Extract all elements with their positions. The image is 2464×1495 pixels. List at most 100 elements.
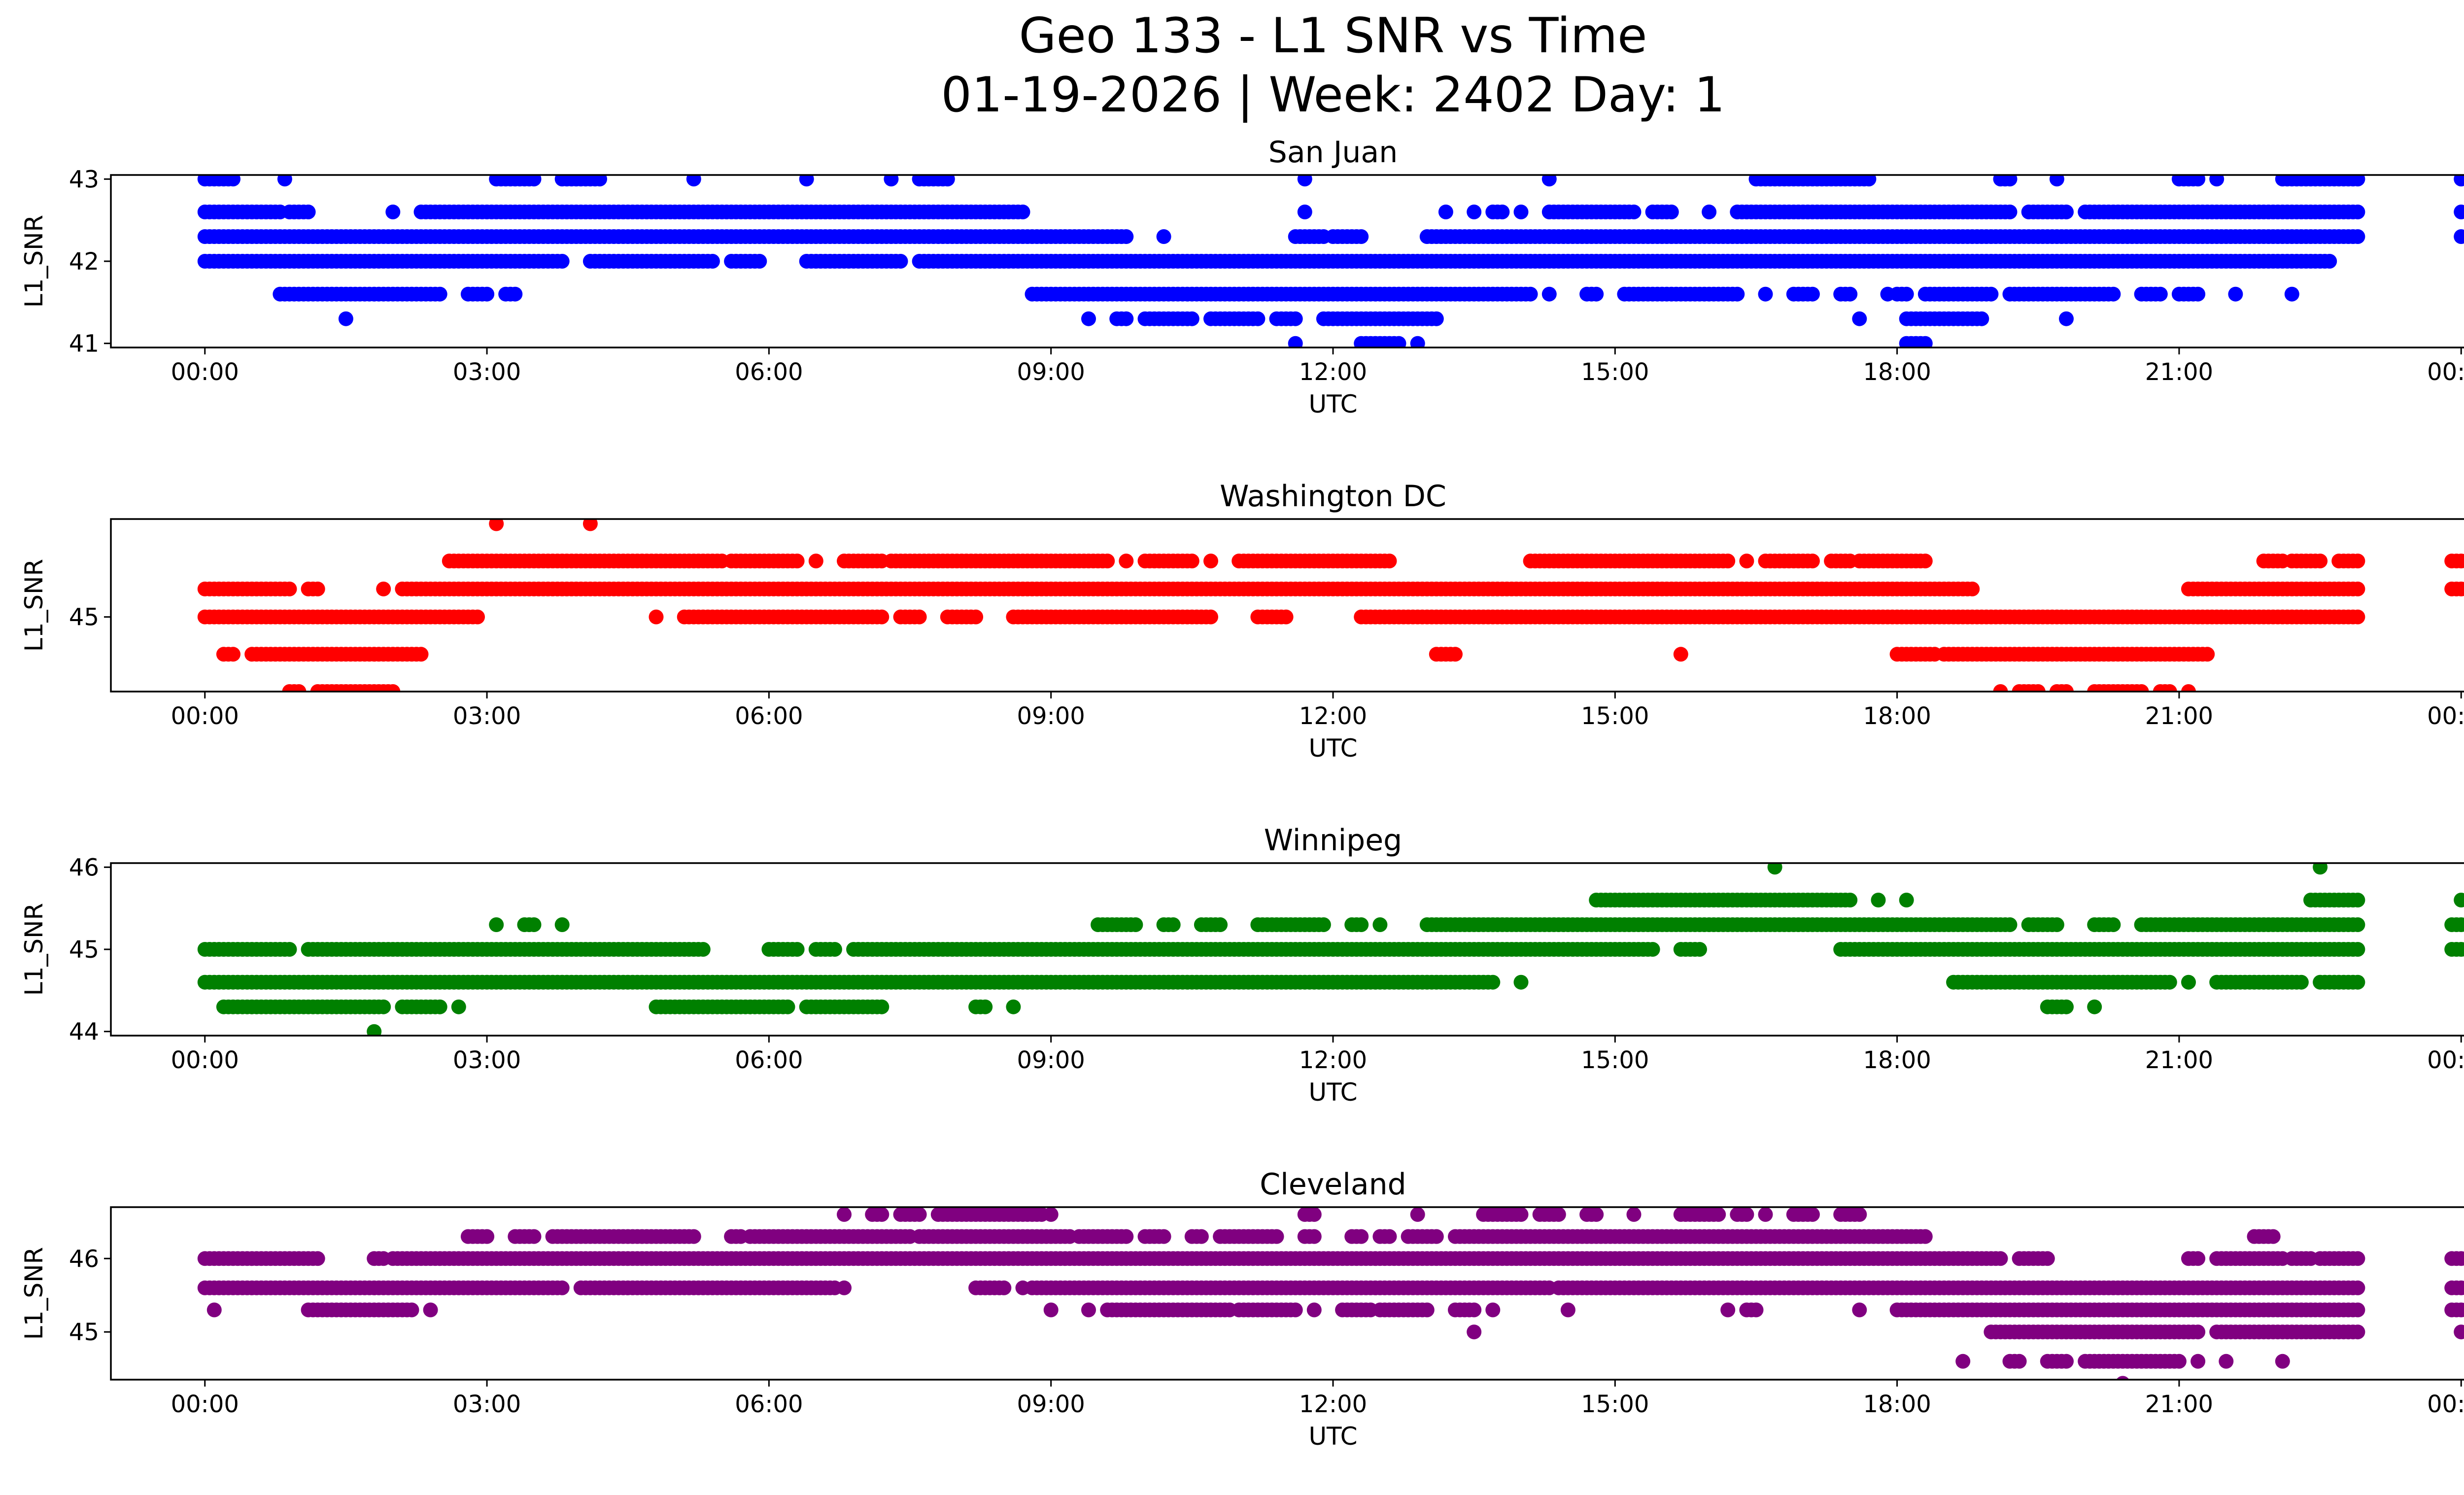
data-point: [1730, 286, 1745, 302]
data-point: [780, 999, 795, 1014]
data-point: [592, 175, 607, 187]
data-point: [1485, 974, 1501, 990]
data-point: [1119, 1229, 1134, 1244]
data-point: [479, 1229, 495, 1244]
data-point: [789, 942, 805, 957]
data-point: [2162, 974, 2177, 990]
data-point: [2106, 917, 2121, 932]
data-point: [1805, 554, 1820, 569]
data-point: [1626, 1207, 1642, 1222]
data-point: [1711, 1207, 1726, 1222]
data-point: [1843, 286, 1858, 302]
data-point: [912, 609, 927, 625]
x-tick-label: 18:00: [1863, 358, 1931, 386]
data-point: [2190, 1251, 2206, 1266]
data-point: [874, 609, 890, 625]
data-point: [1429, 311, 1444, 326]
data-point: [1513, 1207, 1529, 1222]
data-point: [978, 999, 993, 1014]
data-point: [1354, 917, 1369, 932]
scatter-series: [197, 519, 2464, 692]
data-point: [2458, 582, 2464, 596]
data-point: [874, 1207, 890, 1222]
data-point: [893, 254, 908, 269]
x-tick-label: 00:00: [2427, 1046, 2464, 1074]
data-point: [1843, 893, 1858, 907]
data-point: [1306, 1207, 1322, 1222]
data-point: [2181, 684, 2196, 692]
data-point: [291, 684, 307, 692]
data-point: [1156, 229, 1171, 244]
data-point: [2049, 175, 2064, 187]
data-point: [2040, 1251, 2055, 1266]
data-point: [1203, 554, 1218, 569]
data-point: [1128, 917, 1143, 932]
x-tick-label: 00:00: [2427, 702, 2464, 730]
x-tick-label: 03:00: [453, 1046, 521, 1074]
data-point: [1382, 1229, 1397, 1244]
data-point: [338, 311, 353, 326]
data-point: [2030, 684, 2046, 692]
data-point: [1495, 205, 1510, 219]
data-point: [2284, 286, 2299, 302]
data-point: [2059, 999, 2074, 1014]
data-point: [1974, 311, 1989, 326]
x-tick-label: 15:00: [1581, 702, 1649, 730]
x-tick-label: 18:00: [1863, 702, 1931, 730]
data-point: [2322, 254, 2337, 269]
data-point: [1917, 336, 1933, 348]
data-point: [2454, 205, 2464, 219]
data-point: [2458, 917, 2464, 932]
data-point: [2454, 893, 2464, 907]
data-point: [2002, 175, 2018, 187]
data-point: [2454, 175, 2464, 187]
data-point: [1589, 1207, 1604, 1222]
data-point: [1917, 1229, 1933, 1244]
y-tick-label: 42: [69, 248, 99, 276]
y-tick-label: 45: [69, 936, 99, 964]
data-point: [282, 581, 297, 596]
data-point: [301, 205, 316, 219]
chart-title-line2: 01-19-2026 | Week: 2402 Day: 1: [941, 67, 1725, 123]
data-point: [1702, 205, 1717, 219]
data-point: [1993, 1251, 2008, 1266]
data-point: [470, 609, 485, 625]
data-point: [2106, 286, 2121, 302]
data-point: [2454, 229, 2464, 244]
data-point: [376, 999, 391, 1014]
data-point: [1297, 175, 1312, 187]
data-point: [1513, 974, 1529, 990]
data-point: [2350, 175, 2365, 187]
y-tick-label: 46: [69, 854, 99, 881]
x-tick-label: 09:00: [1017, 1046, 1085, 1074]
data-point: [1372, 917, 1388, 932]
data-point: [1382, 554, 1397, 569]
data-point: [1626, 205, 1642, 219]
data-point: [705, 254, 720, 269]
data-point: [2209, 175, 2224, 187]
x-tick-label: 21:00: [2145, 702, 2213, 730]
data-point: [2350, 917, 2365, 932]
data-point: [1165, 917, 1181, 932]
data-point: [1758, 1207, 1773, 1222]
y-tick-label: 44: [69, 1018, 99, 1046]
data-point: [1673, 647, 1688, 662]
data-point: [1805, 286, 1820, 302]
data-point: [385, 205, 401, 219]
data-point: [479, 286, 495, 302]
subplot-title: Winnipeg: [1264, 823, 1403, 858]
data-point: [2059, 684, 2074, 692]
data-point: [226, 647, 240, 662]
data-point: [2313, 863, 2328, 875]
data-point: [582, 519, 598, 531]
x-axis-label: UTC: [1308, 734, 1357, 763]
data-point: [912, 1207, 927, 1222]
data-point: [1184, 554, 1199, 569]
data-point: [2350, 893, 2365, 907]
data-point: [367, 1024, 382, 1036]
data-point: [1288, 311, 1303, 326]
x-tick-label: 15:00: [1581, 1046, 1649, 1074]
data-point: [968, 609, 984, 625]
data-point: [1448, 647, 1463, 662]
